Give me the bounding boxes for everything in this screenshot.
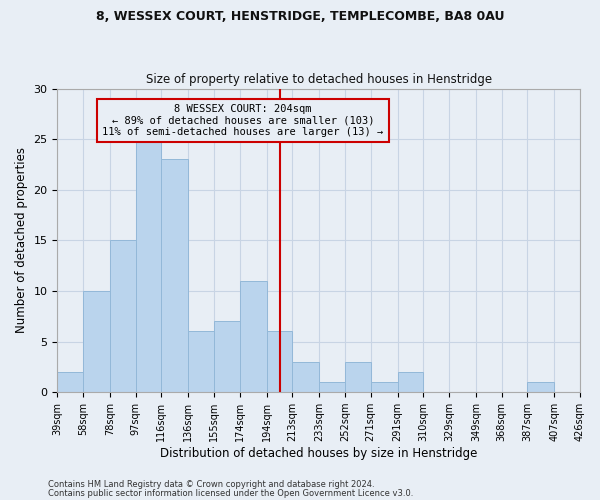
Bar [580,382,600,392]
Bar [527,382,554,392]
Bar [136,139,161,392]
Y-axis label: Number of detached properties: Number of detached properties [15,148,28,334]
Text: 8 WESSEX COURT: 204sqm
← 89% of detached houses are smaller (103)
11% of semi-de: 8 WESSEX COURT: 204sqm ← 89% of detached… [102,104,383,137]
Bar [58,372,83,392]
Text: 8, WESSEX COURT, HENSTRIDGE, TEMPLECOMBE, BA8 0AU: 8, WESSEX COURT, HENSTRIDGE, TEMPLECOMBE… [96,10,504,23]
Title: Size of property relative to detached houses in Henstridge: Size of property relative to detached ho… [146,73,492,86]
Bar [345,362,371,392]
Bar [267,332,292,392]
Text: Contains public sector information licensed under the Open Government Licence v3: Contains public sector information licen… [48,488,413,498]
Bar [292,362,319,392]
Bar [110,240,136,392]
Bar [398,372,424,392]
X-axis label: Distribution of detached houses by size in Henstridge: Distribution of detached houses by size … [160,447,478,460]
Bar [319,382,345,392]
Text: Contains HM Land Registry data © Crown copyright and database right 2024.: Contains HM Land Registry data © Crown c… [48,480,374,489]
Bar [161,160,188,392]
Bar [214,322,240,392]
Bar [371,382,398,392]
Bar [83,291,110,392]
Bar [240,281,267,392]
Bar [188,332,214,392]
